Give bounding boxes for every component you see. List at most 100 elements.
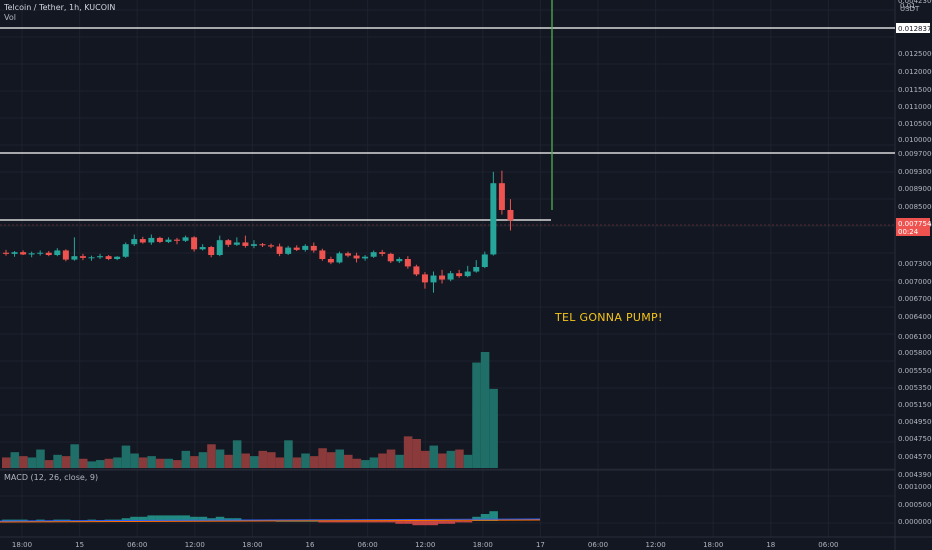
- macd-label: MACD (12, 26, close, 9): [4, 473, 99, 482]
- time-tick: 12:00: [415, 541, 435, 549]
- candle-body: [353, 255, 360, 259]
- macd-bar: [147, 515, 156, 521]
- volume-bar: [352, 458, 362, 468]
- price-tick: 0.00850000: [898, 203, 932, 211]
- candle-body: [242, 242, 249, 246]
- time-tick: 06:00: [358, 541, 378, 549]
- candle-body: [379, 252, 386, 254]
- price-tick: 0.01: [900, 2, 916, 10]
- price-tick: 0.00457000: [898, 453, 932, 461]
- volume-bar: [326, 452, 336, 468]
- candle-body: [148, 237, 155, 243]
- volume-bar: [138, 457, 148, 468]
- macd-bar: [181, 515, 191, 521]
- price-tick: 0.00930000: [898, 168, 932, 176]
- volume-bar: [224, 454, 233, 468]
- macd-bar: [326, 521, 336, 523]
- candle-body: [45, 252, 52, 256]
- macd-bar: [438, 521, 447, 524]
- volume-bar: [284, 440, 293, 468]
- macd-bar: [463, 521, 473, 523]
- macd-histogram: [0, 511, 541, 526]
- volume-bar: [395, 454, 404, 468]
- price-tick: 0.01200000: [898, 68, 932, 76]
- time-tick: 18:00: [12, 541, 32, 549]
- price-tick: 0.00700000: [898, 278, 932, 286]
- candle-body: [439, 275, 446, 280]
- candle-body: [490, 183, 497, 255]
- volume-bar: [121, 445, 131, 468]
- macd-bar: [318, 521, 327, 523]
- candle-body: [285, 247, 292, 254]
- volume-bar: [232, 440, 242, 468]
- price-tick: 0.00670000: [898, 295, 932, 303]
- macd-bar: [480, 514, 490, 521]
- volume-bar: [446, 450, 456, 468]
- volume-bar: [292, 457, 302, 468]
- candle-body: [430, 275, 437, 283]
- candle-body: [208, 247, 215, 256]
- volume-bar: [480, 352, 490, 468]
- candle-body: [370, 252, 377, 257]
- candle-body: [456, 273, 463, 277]
- volume-bar: [249, 456, 259, 468]
- volume-bar: [70, 444, 79, 468]
- countdown: 00:24: [898, 228, 919, 236]
- candle-body: [336, 253, 343, 263]
- macd-tick: 0.00100000: [898, 483, 932, 491]
- volume-bar: [258, 450, 268, 468]
- macd-bar: [489, 511, 498, 521]
- macd-bar: [369, 521, 379, 523]
- candle-body: [293, 247, 300, 250]
- volume-bar: [412, 439, 421, 468]
- candle-body: [165, 239, 172, 242]
- horizontal-levels[interactable]: [0, 0, 895, 226]
- candle-body: [327, 259, 334, 263]
- volume-bar: [241, 453, 250, 468]
- macd-bar: [420, 521, 430, 526]
- macd-bar: [352, 521, 362, 523]
- candle-body: [276, 246, 283, 254]
- volume-bar: [429, 445, 439, 468]
- macd-bar: [173, 515, 182, 521]
- volume-bar: [164, 458, 173, 468]
- candle-body: [413, 266, 420, 275]
- volume-bar: [61, 456, 71, 468]
- time-axis[interactable]: 18:00 15 06:00 12:00 18:00 16 06:00 12:00 18:00 1…: [12, 541, 839, 549]
- macd-bar: [395, 521, 404, 524]
- price-tick: 0.00775457: [898, 220, 932, 228]
- volume-bar: [455, 449, 464, 468]
- volume-bar: [301, 453, 310, 468]
- volume-bar: [190, 456, 199, 468]
- macd-bar: [446, 521, 456, 524]
- candle-body: [11, 252, 18, 254]
- macd-bar: [190, 516, 199, 521]
- macd-bar: [164, 515, 173, 521]
- candle-body: [464, 271, 471, 277]
- time-tick: 18:00: [703, 541, 723, 549]
- current-price-tag: [896, 218, 930, 236]
- candle-body: [199, 247, 206, 250]
- macd-bar: [207, 518, 216, 521]
- macd-bar: [215, 516, 225, 521]
- macd-bar: [386, 521, 396, 523]
- candle-body: [28, 253, 35, 255]
- candle-body: [302, 245, 309, 250]
- price-tick: 0.01000000: [898, 136, 932, 144]
- macd-bar: [335, 521, 344, 523]
- candle-body: [404, 259, 411, 267]
- volume-bar: [104, 458, 114, 468]
- price-tick: 0.00555000: [898, 367, 932, 375]
- candle-body: [131, 239, 138, 245]
- macd-bar: [309, 521, 319, 522]
- price-tick: 0.01150000: [898, 86, 932, 94]
- price-tick: 0.00495000: [898, 418, 932, 426]
- volume-bars: [2, 352, 498, 468]
- candle-body: [259, 244, 266, 246]
- candle-body: [114, 256, 121, 260]
- macd-bar: [344, 521, 353, 523]
- annotation-text: TEL GONNA PUMP!: [555, 311, 663, 324]
